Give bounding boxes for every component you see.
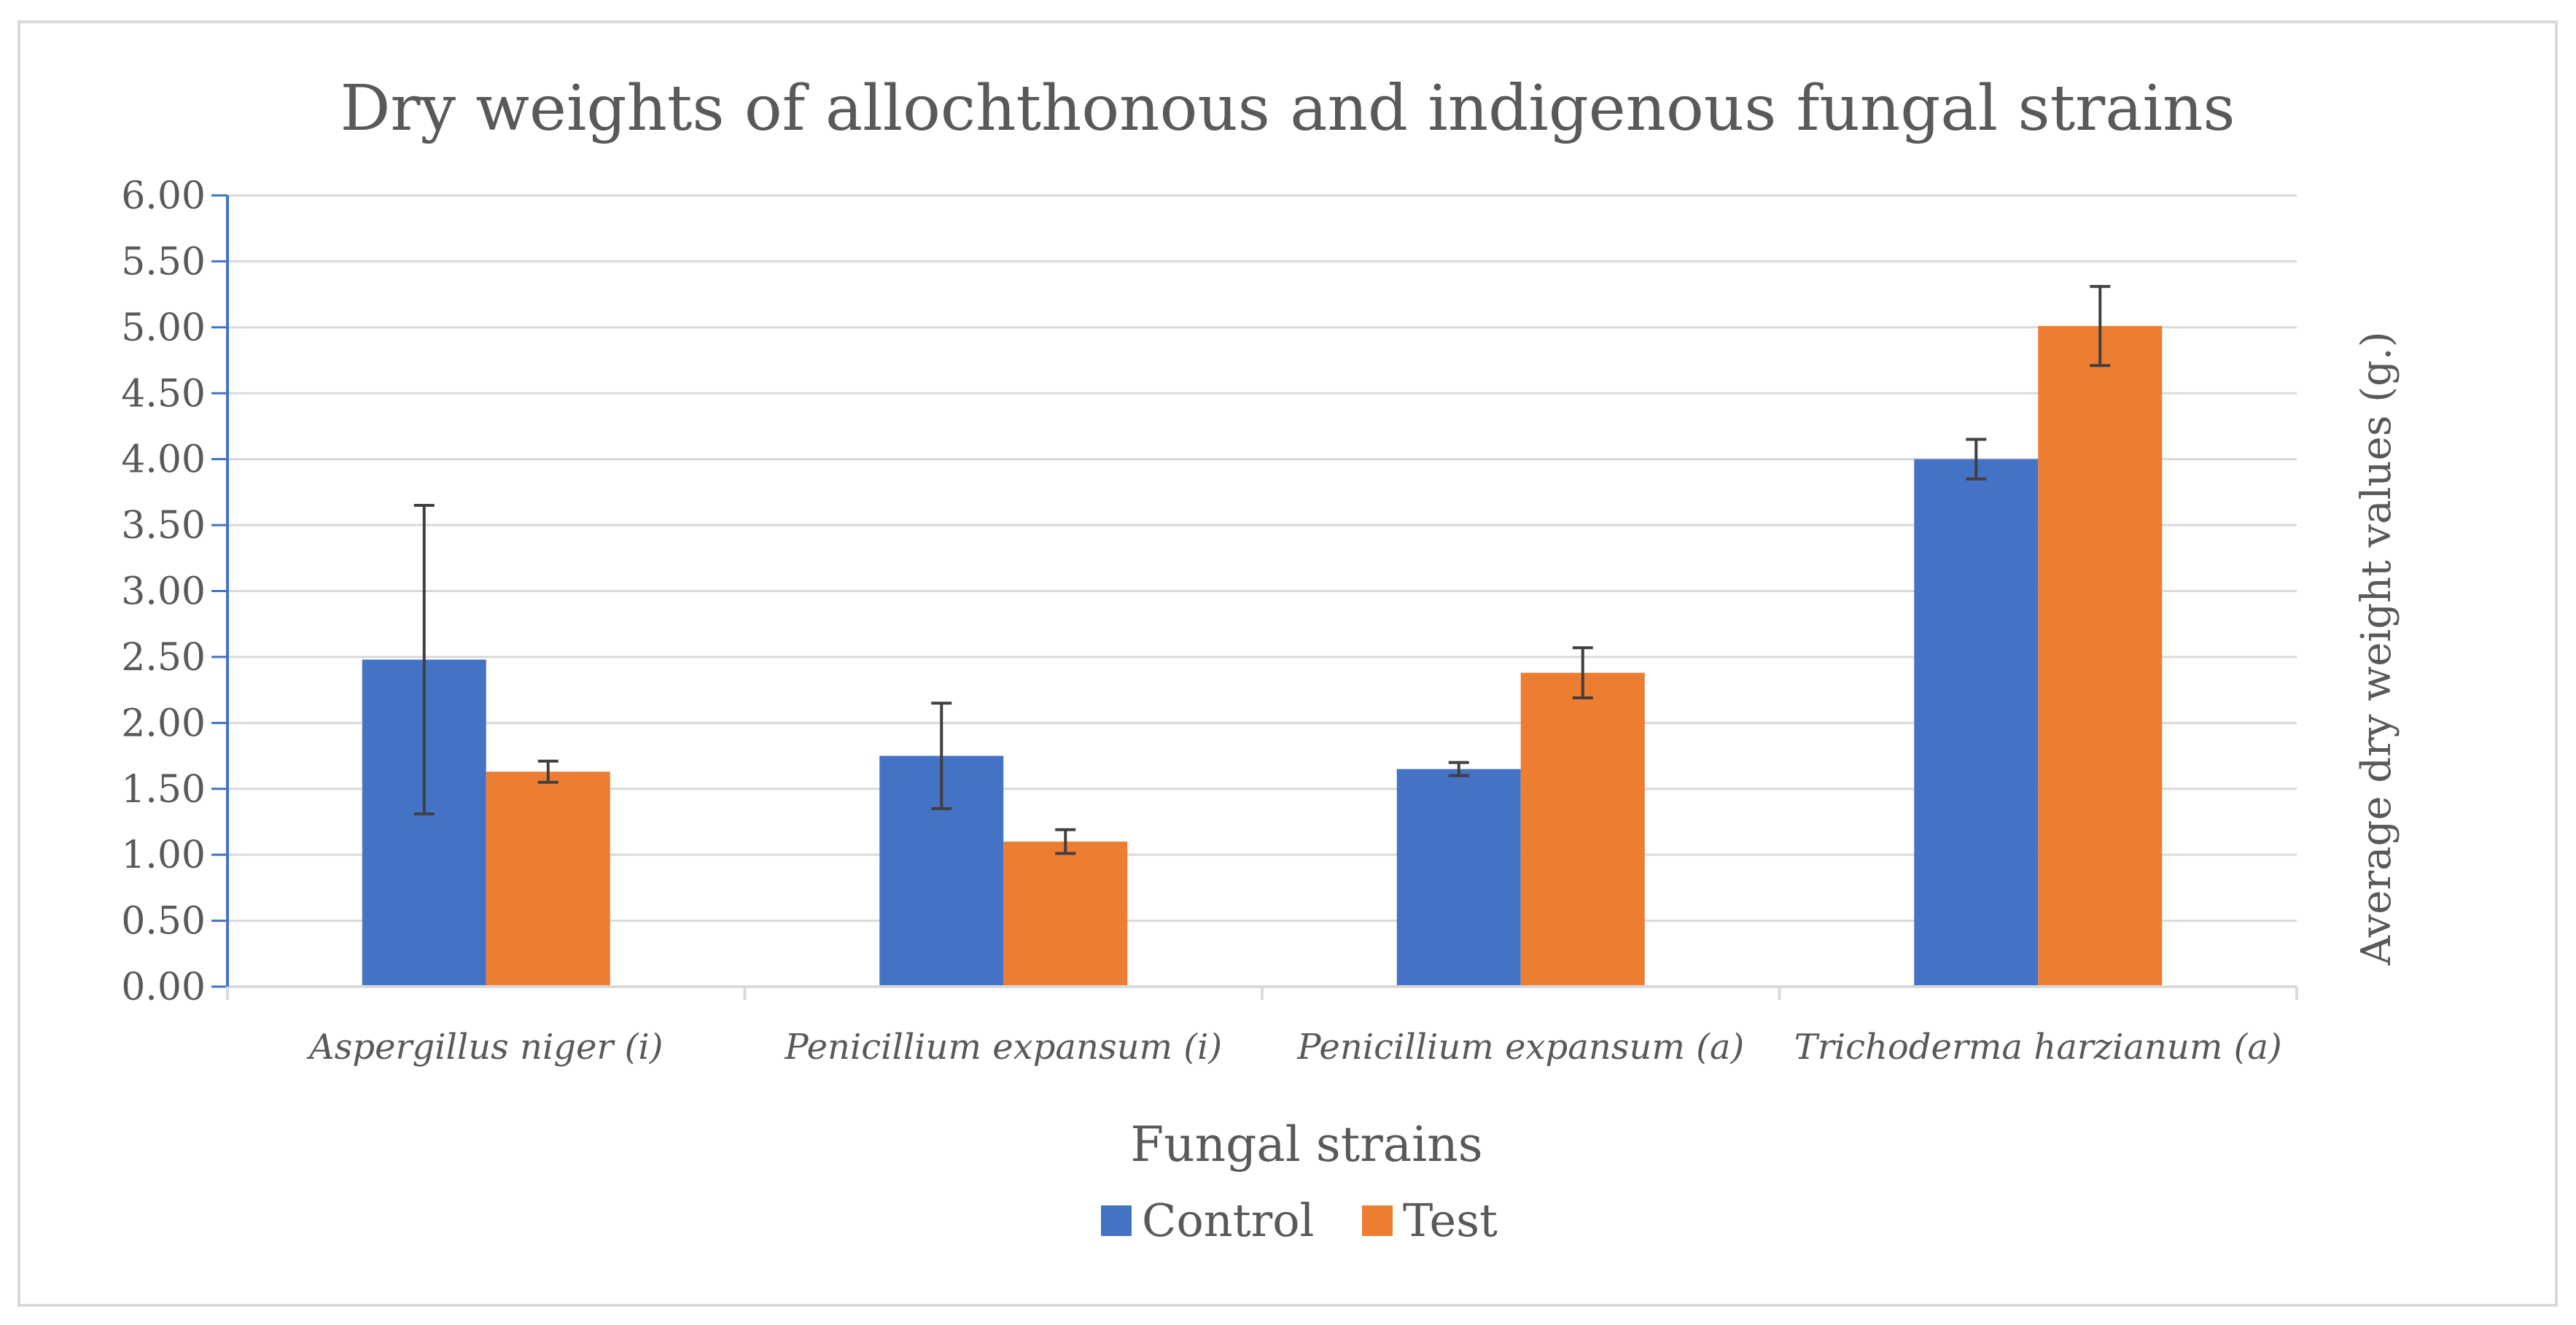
bar-control <box>1396 769 1521 987</box>
y-tick-label: 0.00 <box>121 965 206 1009</box>
bar-test <box>1520 672 1645 987</box>
x-axis-title: Fungal strains <box>1130 1116 1482 1173</box>
y-tick-label: 5.50 <box>121 240 206 284</box>
y-tick-label: 4.50 <box>121 372 206 416</box>
bar-test <box>2038 326 2163 987</box>
y-tick-label: 2.50 <box>121 636 206 680</box>
bar-marks <box>362 326 2163 987</box>
x-tick-labels: Aspergillus niger (i) Penicillium expansu… <box>306 1027 2282 1068</box>
axes <box>226 195 2298 1000</box>
y-tick-labels: 0.00 0.50 1.00 1.50 2.00 2.50 3.00 3.50 4.00 4.50… <box>121 174 206 1009</box>
legend-swatch-test <box>1362 1205 1393 1236</box>
legend-label-control: Control <box>1142 1194 1314 1247</box>
y-tick-label: 0.50 <box>121 900 206 944</box>
error-bars <box>413 284 2111 855</box>
y-tick-label: 3.50 <box>121 504 206 548</box>
y-tick-label: 6.00 <box>121 174 206 218</box>
legend-label-test: Test <box>1403 1194 1498 1247</box>
bar-control <box>1914 459 2039 987</box>
x-tick-label: Aspergillus niger (i) <box>306 1027 663 1068</box>
x-tick-label: Penicillium expansum (a) <box>1296 1027 1744 1068</box>
y-tick-label: 1.00 <box>121 834 206 877</box>
y-tick-label: 1.50 <box>121 768 206 812</box>
legend: Control Test <box>1101 1194 1498 1247</box>
legend-swatch-control <box>1101 1205 1132 1236</box>
x-tick-label: Penicillium expansum (i) <box>784 1027 1222 1068</box>
y-tick-label: 4.00 <box>121 438 206 482</box>
x-tick-label: Trichoderma harzianum (a) <box>1794 1027 2282 1068</box>
y-tick-label: 2.00 <box>121 702 206 745</box>
bar-test <box>1003 842 1128 987</box>
y-axis-title: Average dry weight values (g.) <box>2353 331 2400 965</box>
chart-title: Dry weights of allochthonous and indigen… <box>340 72 2235 145</box>
bar-test <box>486 772 610 987</box>
y-tick-label: 3.00 <box>121 570 206 614</box>
y-tick-label: 5.00 <box>121 306 206 350</box>
